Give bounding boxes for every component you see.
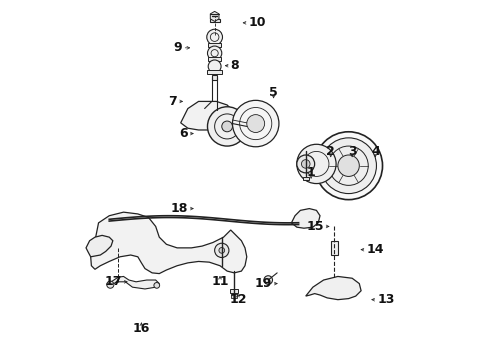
Text: 8: 8 xyxy=(231,59,239,72)
FancyBboxPatch shape xyxy=(302,177,309,180)
Circle shape xyxy=(215,243,229,257)
FancyBboxPatch shape xyxy=(207,70,222,74)
Text: 1: 1 xyxy=(307,166,316,179)
Polygon shape xyxy=(306,276,361,300)
Polygon shape xyxy=(91,212,247,274)
FancyBboxPatch shape xyxy=(231,294,237,298)
Text: 19: 19 xyxy=(254,277,272,290)
Text: 17: 17 xyxy=(104,275,122,288)
FancyBboxPatch shape xyxy=(210,18,220,22)
Text: 13: 13 xyxy=(377,293,394,306)
Circle shape xyxy=(264,276,272,284)
Text: 16: 16 xyxy=(133,322,150,335)
FancyBboxPatch shape xyxy=(208,58,221,61)
Circle shape xyxy=(219,248,224,253)
Circle shape xyxy=(207,107,247,146)
Text: 2: 2 xyxy=(326,145,335,158)
Circle shape xyxy=(208,60,221,73)
Text: 15: 15 xyxy=(306,220,323,233)
Circle shape xyxy=(301,159,310,168)
Text: 12: 12 xyxy=(229,293,246,306)
FancyBboxPatch shape xyxy=(208,43,221,47)
Circle shape xyxy=(154,283,160,288)
Circle shape xyxy=(207,29,222,45)
FancyBboxPatch shape xyxy=(331,241,338,255)
Polygon shape xyxy=(210,12,219,21)
Text: 4: 4 xyxy=(371,145,380,158)
Circle shape xyxy=(247,114,265,132)
Circle shape xyxy=(297,144,336,184)
Circle shape xyxy=(315,132,383,200)
Circle shape xyxy=(207,46,222,60)
Polygon shape xyxy=(181,102,231,130)
Text: 7: 7 xyxy=(169,95,177,108)
Circle shape xyxy=(232,100,279,147)
Text: 18: 18 xyxy=(171,202,188,215)
Polygon shape xyxy=(292,208,320,228)
FancyBboxPatch shape xyxy=(230,289,238,293)
Text: 3: 3 xyxy=(348,145,357,158)
Text: 11: 11 xyxy=(211,275,229,288)
Text: 10: 10 xyxy=(248,16,266,29)
Polygon shape xyxy=(86,235,113,257)
Circle shape xyxy=(338,155,359,176)
Text: 14: 14 xyxy=(367,243,384,256)
Text: 5: 5 xyxy=(269,86,278,99)
FancyBboxPatch shape xyxy=(212,75,218,80)
Text: 6: 6 xyxy=(179,127,188,140)
Circle shape xyxy=(222,121,232,132)
Circle shape xyxy=(107,281,114,288)
Circle shape xyxy=(321,138,376,194)
Polygon shape xyxy=(109,276,159,289)
Circle shape xyxy=(297,155,315,173)
Text: 9: 9 xyxy=(174,41,182,54)
